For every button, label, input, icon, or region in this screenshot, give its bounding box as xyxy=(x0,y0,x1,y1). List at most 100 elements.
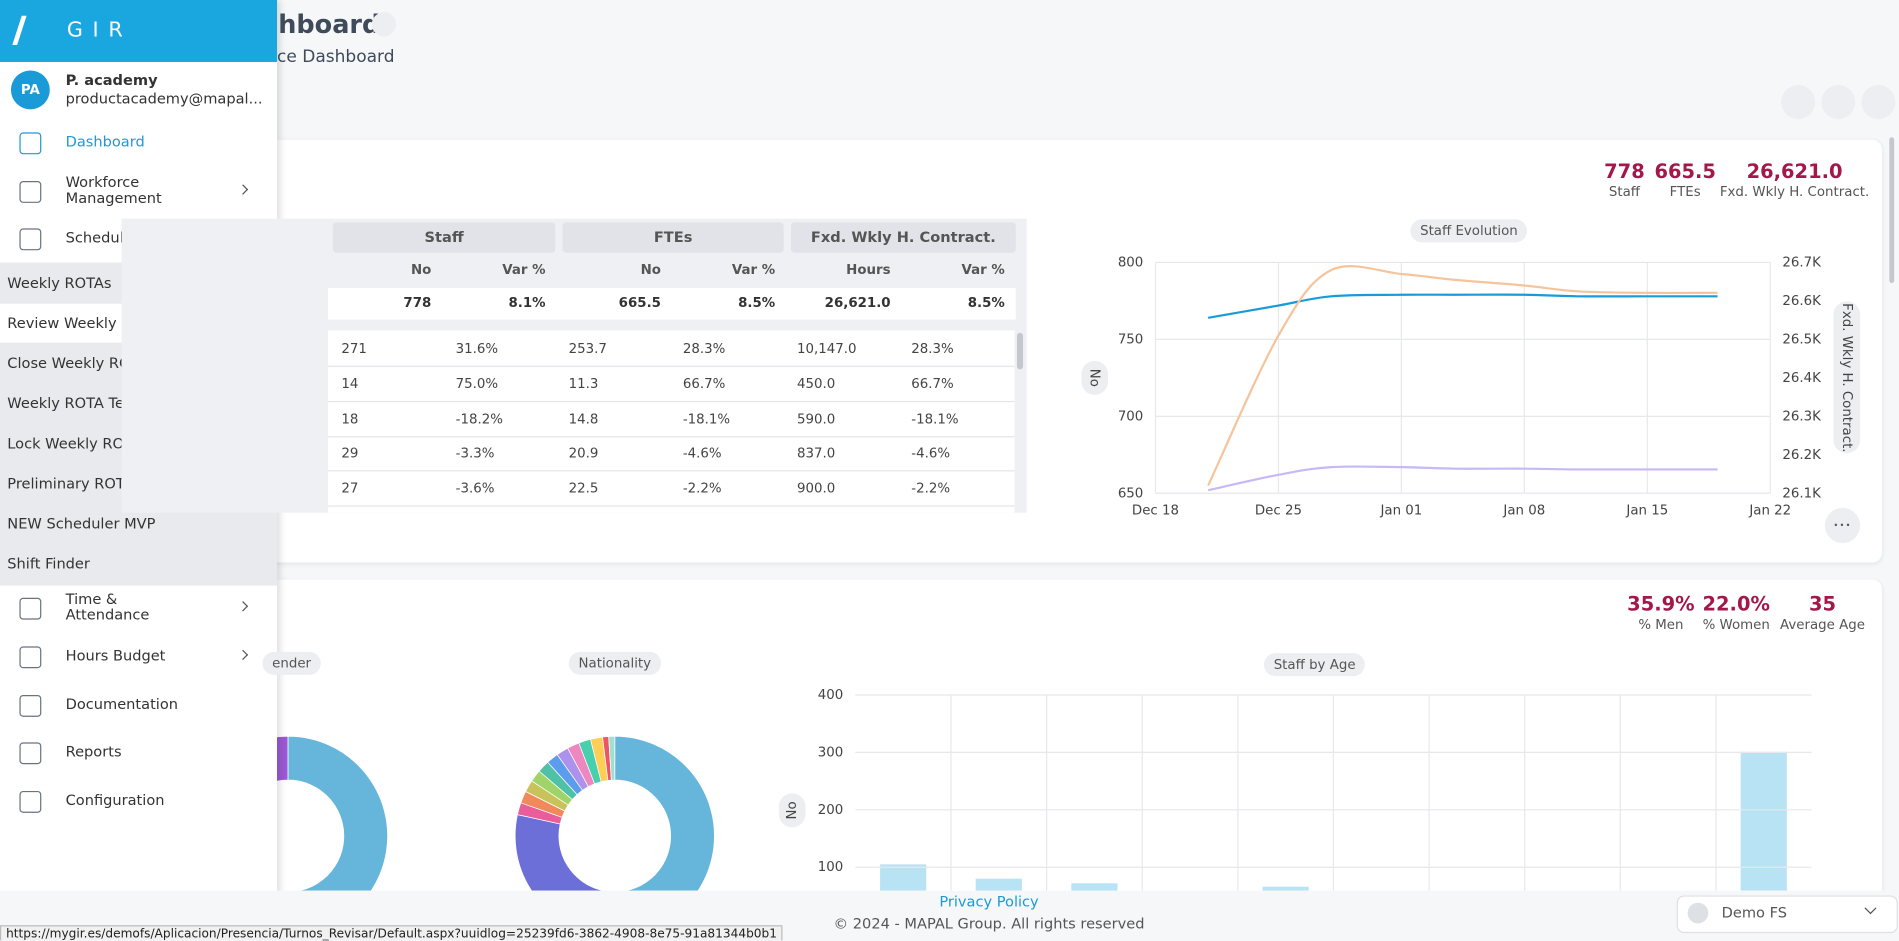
kpi-label: % Men xyxy=(1638,616,1684,633)
submenu-item[interactable]: Preliminary ROTAs xyxy=(7,475,142,493)
chart-title: Staff by Age xyxy=(1263,653,1366,677)
y2-tick-label: 26.3K xyxy=(1782,409,1822,424)
menu-item[interactable]: Time & Attendance xyxy=(65,590,150,624)
submenu-item[interactable]: Weekly ROTAs xyxy=(7,274,112,292)
toolbar-button[interactable] xyxy=(1781,85,1816,120)
y2-tick-label: 26.4K xyxy=(1782,371,1822,386)
x-tick-label: Dec 25 xyxy=(1255,503,1302,518)
table-column-header: Var % xyxy=(502,261,546,278)
y-axis-label: No xyxy=(785,801,800,819)
menu-item[interactable]: Dashboard xyxy=(65,133,145,151)
table-cell: -2.2% xyxy=(911,480,951,497)
menu-icon xyxy=(19,742,42,765)
submenu-item[interactable]: NEW Scheduler MVP xyxy=(7,515,156,533)
table-cell: 590.0 xyxy=(797,410,836,427)
sidebar-header xyxy=(0,0,278,62)
table-cell: -18.1% xyxy=(911,410,959,427)
y-tick-label: 100 xyxy=(818,860,844,875)
site-name[interactable]: Demo FS xyxy=(1721,903,1787,921)
axis-label-bg xyxy=(1081,360,1109,395)
axis-label-bg xyxy=(1833,301,1861,454)
table-column-header: Var % xyxy=(961,261,1005,278)
table-cell: -2.2% xyxy=(682,480,722,497)
toolbar-button[interactable] xyxy=(1821,85,1856,120)
kpi-value: 22.0% xyxy=(1702,592,1770,616)
table-row-divider xyxy=(328,505,1015,507)
toolbar-button[interactable] xyxy=(1861,85,1896,120)
menu-arrow xyxy=(237,649,249,661)
line-series xyxy=(1207,465,1718,492)
expand-button[interactable] xyxy=(371,12,397,37)
dot xyxy=(1840,523,1844,527)
scrollbar xyxy=(1889,137,1895,284)
table-column-header: Var % xyxy=(731,261,776,278)
table-total-cell: 8.1% xyxy=(508,294,546,311)
table-cell: 14 xyxy=(341,375,359,392)
table-row-divider xyxy=(328,365,1015,367)
bar xyxy=(1071,883,1118,891)
menu-icon xyxy=(19,790,42,813)
table-cell: 28.3% xyxy=(911,340,954,357)
bar xyxy=(975,878,1022,891)
site-selector[interactable] xyxy=(1676,895,1898,934)
table-total-row xyxy=(328,287,1016,320)
table-total-cell: 8.5% xyxy=(967,294,1005,311)
donut-slice xyxy=(269,735,388,891)
site-icon xyxy=(1687,902,1709,924)
table-column-header: No xyxy=(640,261,661,278)
menu-icon xyxy=(19,181,42,203)
y2-tick-label: 26.1K xyxy=(1782,486,1822,501)
table-cell: -4.6% xyxy=(911,445,951,462)
x-tick-label: Dec 18 xyxy=(1132,503,1179,518)
menu-icon xyxy=(19,646,42,669)
table-cell: 900.0 xyxy=(797,480,836,497)
donut-slice xyxy=(608,735,616,781)
dot xyxy=(1846,523,1850,527)
table-column-header: Hours xyxy=(846,261,891,278)
privacy-link[interactable]: Privacy Policy xyxy=(939,893,1039,911)
submenu-item[interactable]: Shift Finder xyxy=(7,555,90,573)
menu-item[interactable]: Configuration xyxy=(65,791,165,809)
y-tick-label: 700 xyxy=(1118,409,1144,424)
menu-item[interactable]: Reports xyxy=(65,742,122,760)
table-cell: 22.5 xyxy=(568,480,599,497)
kpi-value: 665.5 xyxy=(1654,159,1716,183)
chart-title: ender xyxy=(262,651,321,675)
table-cell: -18.2% xyxy=(455,410,503,427)
menu-icon xyxy=(19,132,42,155)
y2-tick-label: 26.2K xyxy=(1782,448,1822,463)
table-total-cell: 26,621.0 xyxy=(824,294,891,311)
chart-title: Staff Evolution xyxy=(1410,219,1528,243)
donut-slice xyxy=(514,814,602,891)
dot xyxy=(1834,523,1838,527)
table-cell: -4.6% xyxy=(682,445,722,462)
bar xyxy=(880,864,927,891)
table-cell: 27 xyxy=(341,480,359,497)
chart-title: Nationality xyxy=(568,651,661,675)
table-scrollbar xyxy=(1016,332,1024,370)
y-tick-label: 800 xyxy=(1118,255,1144,270)
table-cell: 837.0 xyxy=(797,445,836,462)
submenu-item[interactable]: Close Weekly ROTAs xyxy=(7,354,156,372)
table-group-label: Staff xyxy=(424,228,464,246)
user-name: P. academy xyxy=(65,71,158,89)
kpi-label: Average Age xyxy=(1780,616,1865,633)
kpi-value: 26,621.0 xyxy=(1746,159,1843,183)
y-axis-label: No xyxy=(1087,369,1102,387)
y-tick-label: 200 xyxy=(818,803,844,818)
table-cell: 271 xyxy=(341,340,367,357)
x-tick-label: Jan 15 xyxy=(1625,503,1668,518)
menu-item[interactable]: Documentation xyxy=(65,695,179,713)
page-subtitle: ce Dashboard xyxy=(277,47,395,67)
kpi-label: % Women xyxy=(1702,616,1770,633)
menu-item[interactable]: Workforce Management xyxy=(65,173,162,207)
table-cell: 20.9 xyxy=(568,445,599,462)
menu-item[interactable]: Hours Budget xyxy=(65,646,166,664)
table-cell: 450.0 xyxy=(797,375,836,392)
table-cell: -18.1% xyxy=(682,410,731,427)
status-url: https://mygir.es/demofs/Aplicacion/Prese… xyxy=(0,925,784,941)
y-tick-label: 750 xyxy=(1118,332,1144,347)
table-cell: 10,147.0 xyxy=(797,340,857,357)
